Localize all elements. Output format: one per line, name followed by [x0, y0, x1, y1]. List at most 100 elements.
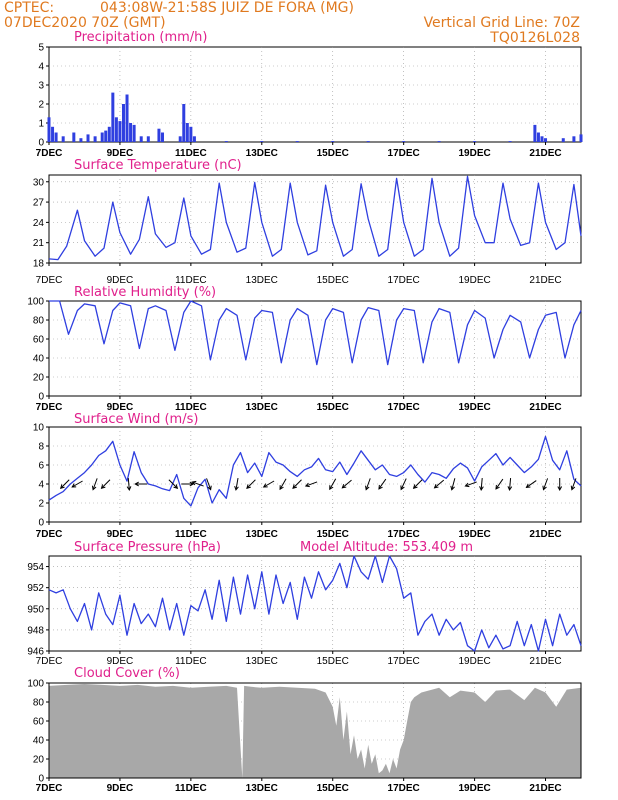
wind-arrow-shaft	[434, 479, 445, 489]
wind-arrow-head	[365, 485, 370, 491]
wind-arrow-shaft	[71, 480, 83, 488]
panel-frame	[48, 174, 582, 264]
wind-arrow	[557, 478, 563, 492]
panel-frame	[48, 426, 582, 523]
y-tick-label: 946	[27, 647, 44, 658]
y-tick-label: 0	[38, 774, 44, 785]
y-tick-label: 3	[38, 81, 44, 92]
x-tick-label: 9DEC	[107, 529, 134, 540]
wind-arrow-shaft	[246, 479, 256, 489]
precip-bar	[104, 130, 108, 142]
x-tick-label: 13DEC	[246, 402, 278, 413]
panel-2: 7DEC 9DEC 11DEC 13DEC 15DEC 17DEC 19DEC 21DEC 0 2…	[27, 285, 582, 413]
wind-arrow	[292, 479, 302, 489]
panel-frame	[48, 300, 582, 397]
wind-arrow	[495, 478, 504, 490]
x-tick-label: 15DEC	[317, 783, 349, 794]
wind-arrow	[304, 481, 318, 488]
cloud-area	[49, 684, 581, 778]
x-tick-label: 13DEC	[246, 148, 278, 159]
wind-arrow	[570, 478, 577, 491]
wind-arrow-head	[59, 484, 65, 489]
precip-bar	[118, 121, 122, 142]
wind-arrow	[542, 478, 549, 491]
precip-bar	[540, 136, 544, 142]
y-tick-label: 27	[33, 198, 45, 209]
wind-arrow-head	[246, 484, 251, 489]
precip-bar	[72, 132, 76, 142]
precip-bar	[331, 141, 335, 142]
wind-arrow-head	[329, 485, 334, 491]
wind-arrow-head	[91, 485, 97, 491]
wind-arrow-shaft	[413, 479, 423, 489]
wind-arrow	[59, 479, 70, 489]
wind-arrow-head	[378, 484, 383, 490]
wind-arrow	[262, 480, 275, 488]
x-tick-label: 7DEC	[36, 783, 63, 794]
y-tick-label: 40	[33, 736, 45, 747]
panel-frame-top	[48, 682, 582, 779]
wind-arrow-shaft	[342, 479, 352, 489]
y-tick-label: 21	[33, 238, 45, 249]
wind-arrow-head	[464, 482, 470, 488]
wind-arrow-shaft	[235, 478, 239, 490]
wind-arrow	[400, 478, 407, 491]
precip-bar	[561, 138, 565, 142]
x-tick-label: 21DEC	[529, 275, 561, 286]
x-tick-label: 19DEC	[458, 529, 490, 540]
precip-bar	[185, 123, 189, 142]
wind-arrow	[464, 481, 477, 488]
wind-arrow	[433, 479, 445, 489]
wind-arrow-shaft	[101, 479, 111, 489]
panel-title: Cloud Cover (%)	[74, 666, 180, 681]
precip-bar	[295, 141, 299, 142]
wind-arrow-head	[279, 485, 284, 491]
x-tick-label: 13DEC	[246, 529, 278, 540]
panel-5: 7DEC 9DEC 11DEC 13DEC 15DEC 17DEC 19DEC 21DEC 0 2…	[27, 666, 582, 794]
wind-arrow	[91, 478, 98, 491]
precip-bar	[366, 141, 370, 142]
precip-bar	[260, 141, 264, 142]
precip-bar	[402, 141, 406, 142]
wind-arrow-shaft	[127, 477, 130, 491]
precip-bar	[192, 136, 196, 142]
x-tick-label: 19DEC	[458, 148, 490, 159]
y-tick-label: 2	[38, 100, 44, 111]
y-tick-label: 80	[33, 316, 45, 327]
wind-arrow	[329, 478, 337, 491]
wind-arrow-shaft	[192, 481, 204, 487]
precip-bar	[111, 92, 115, 142]
x-tick-label: 9DEC	[107, 275, 134, 286]
wind-arrow	[71, 480, 83, 488]
x-tick-label: 17DEC	[388, 656, 420, 667]
x-tick-label: 21DEC	[529, 656, 561, 667]
y-tick-label: 100	[27, 297, 44, 308]
wind-arrow	[126, 477, 132, 492]
x-tick-label: 11DEC	[175, 275, 207, 286]
x-tick-label: 21DEC	[529, 529, 561, 540]
wind-arrow	[450, 478, 456, 491]
panel-subtitle: Model Altitude: 553.409 m	[300, 540, 473, 555]
wind-arrow-shaft	[60, 479, 70, 489]
wind-arrow-head	[100, 484, 106, 489]
panel-frame	[48, 555, 582, 652]
panel-title: Precipitation (mm/h)	[74, 30, 207, 45]
wind-arrow-shaft	[263, 480, 275, 488]
x-tick-label: 7DEC	[36, 656, 63, 667]
x-tick-label: 11DEC	[175, 402, 207, 413]
x-tick-label: 21DEC	[529, 783, 561, 794]
wind-arrow-head	[557, 486, 563, 492]
y-tick-label: 20	[33, 373, 45, 384]
x-tick-label: 13DEC	[246, 275, 278, 286]
y-tick-label: 30	[33, 177, 45, 188]
wind-arrow-head	[542, 485, 547, 491]
x-tick-label: 11DEC	[175, 656, 207, 667]
y-tick-label: 954	[27, 562, 44, 573]
header-run: 07DEC2020 70Z (GMT)	[4, 15, 166, 31]
wind-arrow	[279, 478, 287, 491]
wind-arrow-head	[262, 483, 268, 488]
wind-arrow	[206, 478, 212, 491]
precip-bar	[544, 138, 548, 142]
x-tick-label: 21DEC	[529, 148, 561, 159]
panel-frame	[48, 46, 582, 143]
